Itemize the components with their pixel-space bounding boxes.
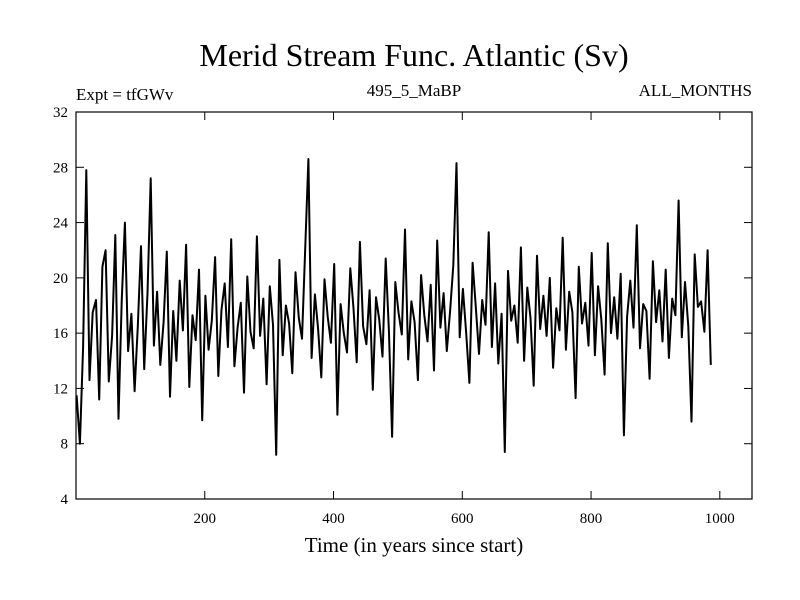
y-tick-label: 20 xyxy=(53,271,68,287)
series-line xyxy=(75,158,712,456)
y-tick-label: 4 xyxy=(61,492,69,508)
run-label: 495_5_MaBP xyxy=(367,81,461,100)
y-axis: 4 8 12 16 20 24 28 32 xyxy=(53,105,752,508)
expt-label: Expt = tfGWv xyxy=(76,85,174,104)
x-tick-label: 800 xyxy=(580,511,603,527)
months-label: ALL_MONTHS xyxy=(639,81,752,100)
plot-frame xyxy=(75,111,753,500)
y-tick-label: 12 xyxy=(53,381,68,397)
y-tick-label: 24 xyxy=(53,216,69,232)
y-tick-label: 32 xyxy=(53,105,68,121)
y-tick-label: 28 xyxy=(53,160,68,176)
chart-title: Merid Stream Func. Atlantic (Sv) xyxy=(199,37,628,73)
x-axis-label: Time (in years since start) xyxy=(305,533,524,557)
y-tick-label: 16 xyxy=(53,326,69,342)
x-tick-label: 400 xyxy=(322,511,345,527)
x-axis: 200 400 600 800 1000 xyxy=(194,112,735,527)
x-tick-label: 200 xyxy=(194,511,217,527)
y-tick-label: 8 xyxy=(61,437,69,453)
x-tick-label: 1000 xyxy=(705,511,735,527)
x-tick-label: 600 xyxy=(451,511,474,527)
